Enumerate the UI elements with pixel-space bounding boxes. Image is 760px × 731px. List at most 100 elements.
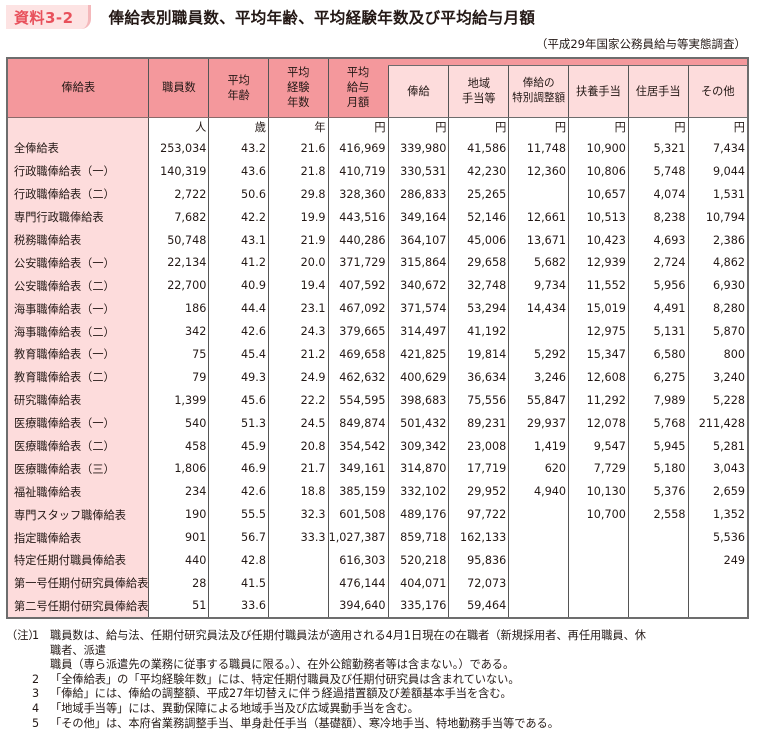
unit-cell: 円	[387, 117, 450, 137]
value-cell	[568, 594, 629, 618]
value-cell: 5,180	[627, 457, 689, 481]
value-cell: 6,275	[627, 365, 689, 389]
value-cell: 501,432	[387, 411, 450, 435]
value-cell: 6,580	[627, 343, 689, 366]
value-cell: 9,734	[508, 274, 570, 298]
value-cell: 5,131	[627, 320, 689, 344]
row-label: 医療職俸給表（二）	[6, 434, 150, 458]
value-cell: 19,814	[448, 343, 510, 366]
note-line: （注） 1 職員数は、給与法、任期付研究員法及び任期付職員法が適用される4月1日現在…	[6, 629, 650, 658]
value-cell: 5,768	[627, 411, 689, 435]
value-cell	[508, 549, 570, 572]
value-cell: 3,240	[687, 365, 749, 389]
value-cell: 2,722	[148, 182, 210, 206]
value-cell: 12,608	[568, 365, 629, 389]
value-cell	[627, 549, 689, 572]
value-cell: 601,508	[327, 503, 389, 527]
table-row: 専門行政職俸給表 7,682 42.2 19.9 443,516 349,164 52,14…	[6, 205, 749, 229]
value-cell: 50.6	[208, 182, 269, 206]
value-cell: 36,634	[448, 365, 510, 389]
value-cell: 800	[687, 343, 749, 366]
value-cell: 21.9	[267, 228, 329, 252]
value-cell: 13,671	[508, 228, 570, 252]
value-cell: 349,164	[387, 205, 450, 229]
col-header-special: 俸給の 特別調整額	[508, 64, 570, 118]
value-cell: 24.5	[267, 411, 329, 435]
table-row: 医療職俸給表（二） 458 45.9 20.8 354,542 309,342 23,008…	[6, 434, 749, 458]
value-cell	[687, 571, 749, 595]
note-text: 「その他」は、本府省業務調整手当、単身赴任手当（基礎額）、寒冷地手当、特地勤務手…	[50, 716, 559, 730]
col-header-other: その他	[687, 64, 749, 118]
value-cell: 42.6	[208, 320, 269, 344]
unit-cell: 円	[327, 117, 389, 137]
value-cell: 41.2	[208, 251, 269, 275]
table-row: 研究職俸給表 1,399 45.6 22.2 554,595 398,683 75,556 5…	[6, 388, 749, 412]
row-label: 教育職俸給表（一）	[6, 343, 150, 366]
value-cell: 407,592	[327, 274, 389, 298]
value-cell: 5,281	[687, 434, 749, 458]
value-cell: 349,161	[327, 457, 389, 481]
value-cell	[267, 594, 329, 618]
value-cell: 18.8	[267, 480, 329, 504]
value-cell: 4,693	[627, 228, 689, 252]
value-cell: 19.4	[267, 274, 329, 298]
row-label: 行政職俸給表（一）	[6, 159, 150, 183]
value-cell: 421,825	[387, 343, 450, 366]
note-label	[6, 687, 32, 702]
value-cell	[508, 594, 570, 618]
value-cell: 43.2	[208, 137, 269, 160]
value-cell: 2,724	[627, 251, 689, 275]
value-cell: 6,930	[687, 274, 749, 298]
value-cell: 314,497	[387, 320, 450, 344]
value-cell: 33.3	[267, 526, 329, 550]
value-cell: 79	[148, 365, 210, 389]
note-label: （注）	[6, 629, 40, 642]
value-cell: 234	[148, 480, 210, 504]
table-row: 海事職俸給表（一） 186 44.4 23.1 467,092 371,574 53,294…	[6, 297, 749, 321]
note-line: 2 「全俸給表」の「平均経験年数」には、特定任期付職員及び任期付研究員は含まれてい…	[6, 673, 650, 688]
value-cell: 11,292	[568, 388, 629, 412]
value-cell: 309,342	[387, 434, 450, 458]
value-cell: 440,286	[327, 228, 389, 252]
value-cell: 14,434	[508, 297, 570, 321]
value-cell: 5,228	[687, 388, 749, 412]
value-cell: 5,870	[687, 320, 749, 344]
note-text: 職員（専ら派遣先の業務に従事する職員に限る。）、在外公館勤務者等は含まない。）で…	[50, 658, 515, 672]
value-cell: 15,347	[568, 343, 629, 366]
value-cell: 620	[508, 457, 570, 481]
value-cell: 5,748	[627, 159, 689, 183]
value-cell: 21.7	[267, 457, 329, 481]
value-cell: 2,659	[687, 480, 749, 504]
row-label: 教育職俸給表（二）	[6, 365, 150, 389]
value-cell: 554,595	[327, 388, 389, 412]
value-cell: 42.2	[208, 205, 269, 229]
note-text: 「全俸給表」の「平均経験年数」には、特定任期付職員及び任期付研究員は含まれていな…	[50, 672, 520, 686]
source-note: （平成29年国家公務員給与等実態調査）	[535, 37, 746, 51]
row-label: 専門行政職俸給表	[6, 205, 150, 229]
value-cell: 42,230	[448, 159, 510, 183]
value-cell: 15,019	[568, 297, 629, 321]
value-cell: 97,722	[448, 503, 510, 527]
value-cell: 1,806	[148, 457, 210, 481]
value-cell	[568, 549, 629, 572]
value-cell: 25,265	[448, 182, 510, 206]
table-row: 行政職俸給表（一） 140,319 43.6 21.8 410,719 330,531 42…	[6, 159, 749, 183]
value-cell	[508, 182, 570, 206]
value-cell: 190	[148, 503, 210, 527]
value-cell: 49.3	[208, 365, 269, 389]
value-cell: 10,130	[568, 480, 629, 504]
value-cell: 44.4	[208, 297, 269, 321]
note-number: 4	[32, 701, 40, 715]
value-cell: 467,092	[327, 297, 389, 321]
value-cell: 162,133	[448, 526, 510, 550]
value-cell: 40.9	[208, 274, 269, 298]
value-cell: 5,321	[627, 137, 689, 160]
table-row: 税務職俸給表 50,748 43.1 21.9 440,286 364,107 45,006…	[6, 228, 749, 252]
value-cell: 22.2	[267, 388, 329, 412]
value-cell: 56.7	[208, 526, 269, 550]
value-cell: 5,292	[508, 343, 570, 366]
value-cell: 12,661	[508, 205, 570, 229]
value-cell: 520,218	[387, 549, 450, 572]
table-row: 医療職俸給表（一） 540 51.3 24.5 849,874 501,432 89,231…	[6, 411, 749, 435]
value-cell: 9,547	[568, 434, 629, 458]
